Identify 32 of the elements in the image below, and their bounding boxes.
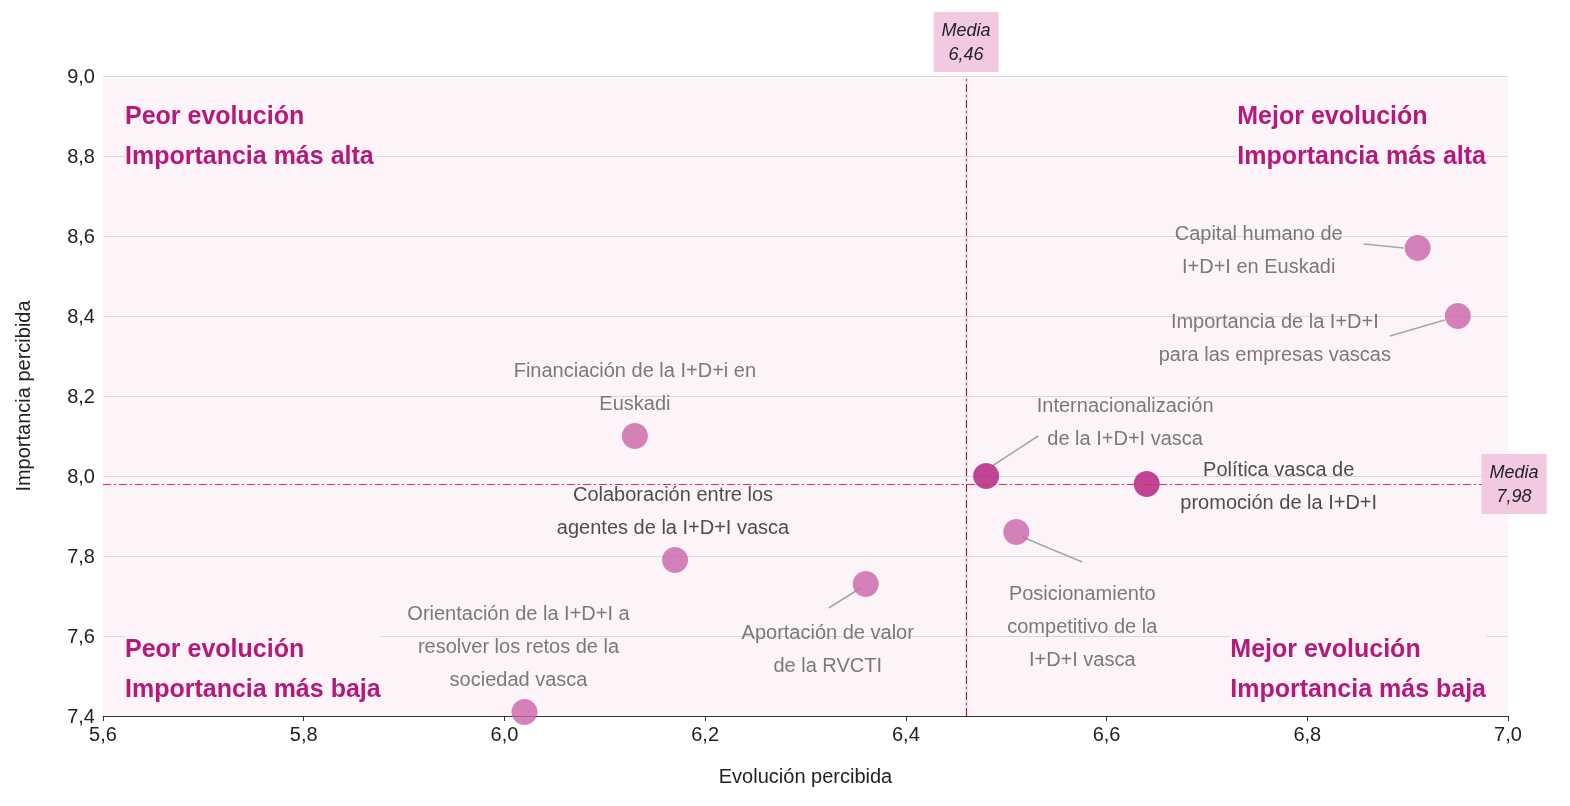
y-tick-label: 8,8 [67, 145, 95, 167]
x-tick-label: 6,6 [1092, 723, 1121, 745]
y-axis-title: Importancia percibida [12, 299, 34, 492]
data-label: Orientación de la I+D+I a resolver los retos de la sociedad vasca [407, 602, 631, 690]
data-label: Importancia de la I+D+I para las empresas vascas [1158, 309, 1391, 365]
ref-line-label: Media 6,46 [941, 20, 991, 64]
data-label: Internacionalización de la I+D+I vasca [1036, 393, 1214, 449]
annotation: Peor evolución Importancia más baja [125, 634, 382, 702]
x-tick-label: 5,8 [289, 723, 318, 745]
x-tick-label: 6,4 [891, 723, 920, 745]
data-label: Aportación de valor de la RVCTI [741, 620, 915, 676]
x-tick-label: 6,0 [490, 723, 519, 745]
x-axis-title: Evolución percibida [718, 765, 894, 787]
y-tick-label: 7,8 [67, 545, 95, 567]
data-label: Colaboración entre los agentes de la I+D+I vasca [556, 482, 791, 538]
y-tick-label: 8,0 [67, 465, 95, 487]
annotation: Peor evolución Importancia más alta [125, 101, 375, 169]
y-tick-label: 7,6 [67, 625, 95, 647]
y-tick-label: 9,0 [67, 65, 95, 87]
annotation: Mejor evolución Importancia más alta [1237, 101, 1488, 169]
x-tick-label: 7,0 [1494, 723, 1522, 745]
y-tick-label: 8,6 [67, 225, 95, 247]
x-tick-label: 6,2 [691, 723, 720, 745]
data-label: Política vasca de promoción de la I+D+I [1180, 457, 1378, 513]
x-tick-label: 6,8 [1293, 723, 1322, 745]
data-label: Posicionamiento competitivo de la I+D+I vasca [1007, 582, 1159, 670]
data-label: Capital humano de I+D+I en Euskadi [1174, 221, 1343, 277]
y-tick-label: 8,4 [67, 305, 95, 327]
annotation: Mejor evolución Importancia más baja [1230, 634, 1488, 702]
y-tick-label: 8,2 [67, 385, 95, 407]
data-label: Financiación de la I+D+i en Euskadi [513, 358, 757, 414]
ref-line-label: Media 7,98 [1489, 462, 1539, 506]
